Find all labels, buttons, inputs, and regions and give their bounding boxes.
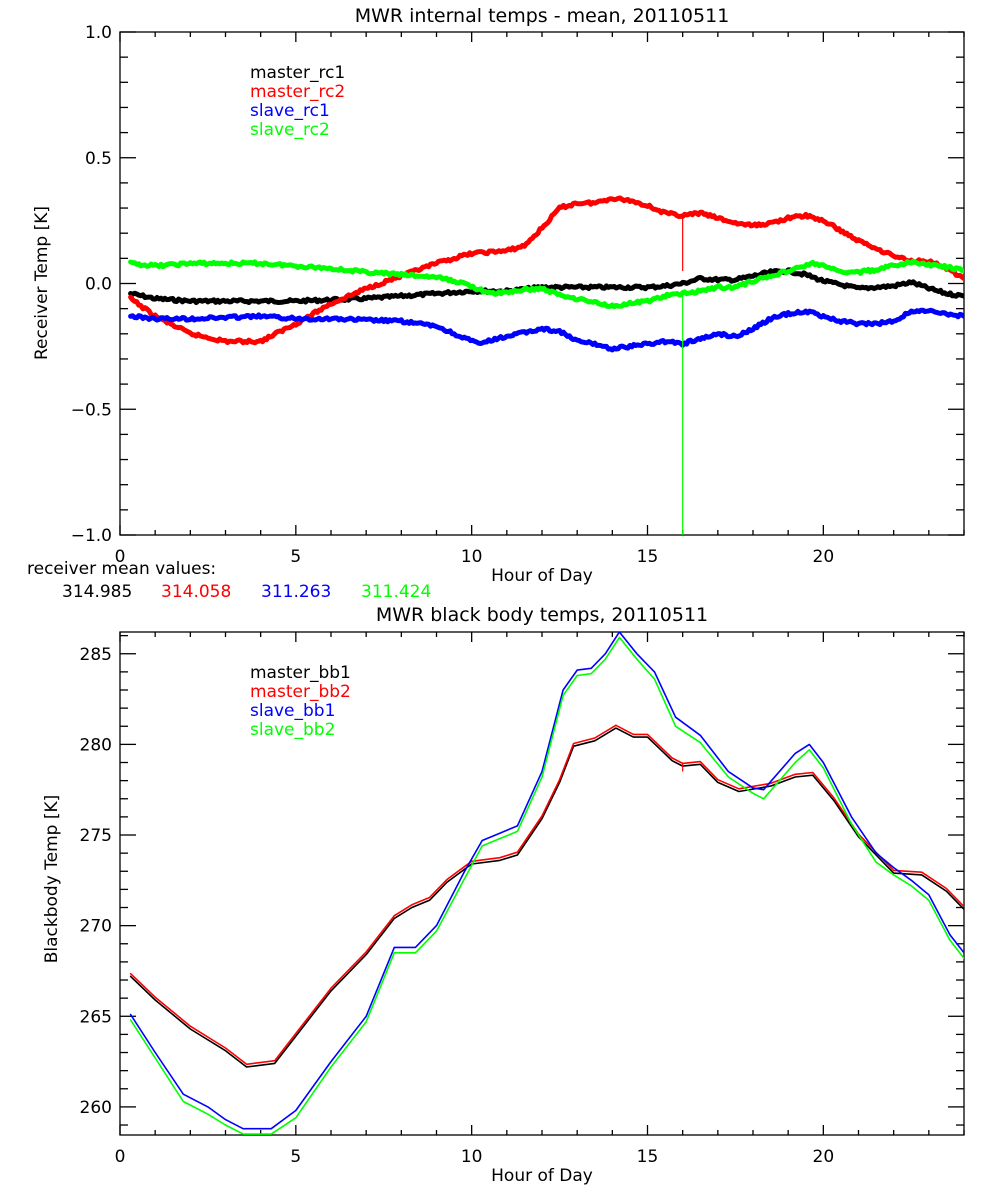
x-tick-label: 20 (813, 547, 835, 567)
y-tick-label: 0.0 (85, 275, 112, 295)
series-group (129, 632, 964, 1135)
legend-item-slave-bb1: slave_bb1 (250, 701, 335, 721)
legend-item-slave-rc1: slave_rc1 (250, 101, 330, 121)
receiver-mean-value: 311.424 (361, 582, 431, 602)
series-line-master-bb1 (129, 727, 964, 1068)
y-tick-label: 260 (80, 1098, 112, 1118)
chart-title-receiver: MWR internal temps - mean, 20110511 (355, 5, 730, 27)
series-line-slave-rc1 (128, 307, 964, 353)
y-axis-label-receiver: Receiver Temp [K] (32, 206, 52, 360)
x-tick-label: 20 (813, 1147, 835, 1167)
chart-title-blackbody: MWR black body temps, 20110511 (376, 604, 708, 626)
legend-item-master-bb2: master_bb2 (250, 682, 351, 702)
x-tick-label: 10 (461, 1147, 483, 1167)
receiver-mean-value: 311.263 (261, 582, 331, 602)
x-tick-label: 0 (115, 1147, 126, 1167)
receiver-temp-panel: MWR internal temps - mean, 20110511 Hour… (27, 5, 965, 602)
series-line-master-rc2 (128, 195, 964, 346)
legend-item-slave-rc2: slave_rc2 (250, 120, 330, 140)
y-tick-label: 285 (80, 645, 112, 665)
y-tick-label: 280 (80, 735, 112, 755)
series-line-master-bb2 (129, 724, 964, 1066)
series-line-master-rc1 (128, 267, 964, 306)
receiver-mean-values: 314.985 314.058 311.263 311.424 (62, 582, 431, 602)
legend-item-master-rc2: master_rc2 (250, 82, 345, 102)
x-axis-label-receiver: Hour of Day (491, 566, 593, 586)
y-tick-label: −0.5 (71, 400, 112, 420)
y-tick-label: 0.5 (85, 149, 112, 169)
x-tick-label: 0 (115, 547, 126, 567)
y-tick-label: 265 (80, 1007, 112, 1027)
series-line-slave-rc2 (128, 258, 964, 310)
y-tick-label: −1.0 (71, 526, 112, 546)
x-tick-label: 10 (461, 547, 483, 567)
x-tick-label: 5 (290, 1147, 301, 1167)
receiver-mean-label: receiver mean values: (27, 559, 216, 579)
series-group (128, 195, 964, 535)
series-line-slave-bb2 (129, 636, 964, 1135)
x-tick-label: 15 (637, 547, 659, 567)
y-tick-label: 275 (80, 826, 112, 846)
receiver-mean-value: 314.985 (62, 582, 132, 602)
y-tick-label: 1.0 (85, 23, 112, 43)
legend-item-master-rc1: master_rc1 (250, 63, 345, 83)
legend-item-slave-bb2: slave_bb2 (250, 720, 335, 740)
x-tick-label: 5 (290, 547, 301, 567)
plot-frame (119, 631, 965, 1136)
legend-item-master-bb1: master_bb1 (250, 663, 351, 683)
blackbody-temp-panel: MWR black body temps, 20110511 Hour of D… (42, 604, 965, 1186)
x-tick-label: 15 (637, 1147, 659, 1167)
series-line-slave-bb1 (129, 632, 964, 1130)
receiver-mean-value: 314.058 (161, 582, 231, 602)
x-axis-label-blackbody: Hour of Day (491, 1166, 593, 1186)
y-axis-label-blackbody: Blackbody Temp [K] (42, 795, 62, 964)
y-tick-label: 270 (80, 917, 112, 937)
